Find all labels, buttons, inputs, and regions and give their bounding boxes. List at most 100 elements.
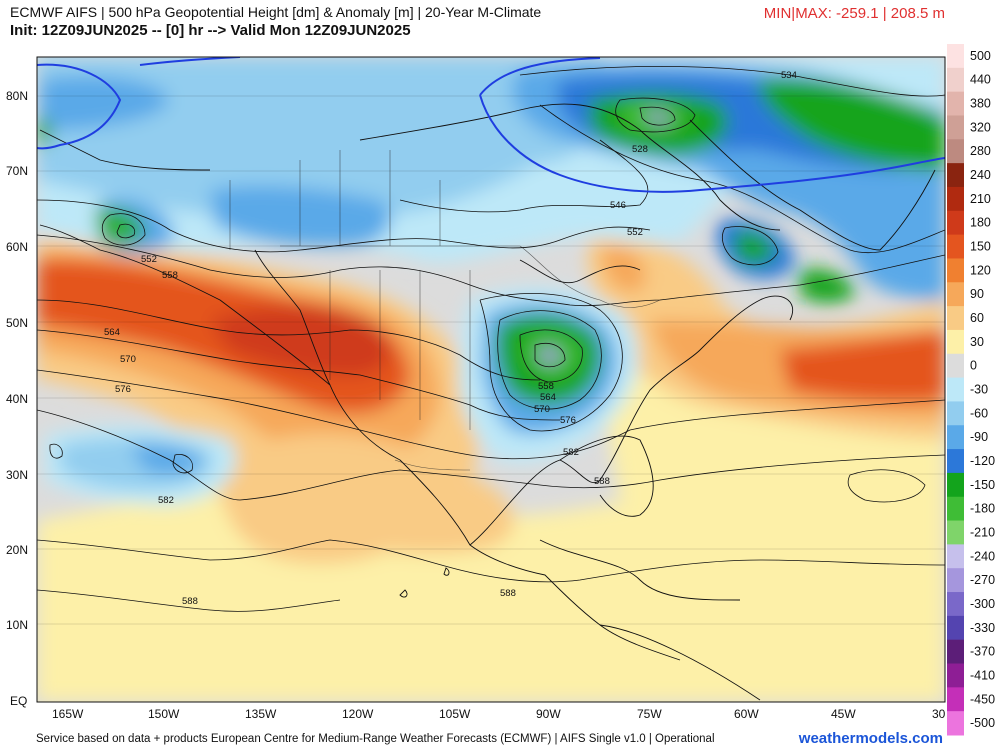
colorbar-swatch xyxy=(947,258,964,283)
colorbar-label: -370 xyxy=(970,645,995,659)
colorbar-swatch xyxy=(947,449,964,474)
colorbar-label: 280 xyxy=(970,144,991,158)
site-brand[interactable]: weathermodels.com xyxy=(798,730,943,747)
data-credit: Service based on data + products Europea… xyxy=(36,733,715,745)
colorbar-swatch xyxy=(947,711,964,736)
contour-label: 588 xyxy=(594,476,610,487)
colorbar-label: -500 xyxy=(970,716,995,730)
contour-label: 546 xyxy=(610,200,626,211)
contour-label: 552 xyxy=(141,254,157,265)
colorbar-label: 150 xyxy=(970,240,991,254)
lat-label: 60N xyxy=(6,240,28,254)
colorbar-swatch xyxy=(947,139,964,164)
colorbar-label: -150 xyxy=(970,478,995,492)
colorbar-swatch xyxy=(947,353,964,379)
colorbar-swatch xyxy=(947,615,964,641)
colorbar-label: -450 xyxy=(970,692,995,706)
map-title: ECMWF AIFS | 500 hPa Geopotential Height… xyxy=(10,4,542,20)
colorbar-label: 240 xyxy=(970,168,991,182)
lon-label: 135W xyxy=(245,707,277,721)
colorbar-swatch xyxy=(947,639,964,665)
colorbar-swatch xyxy=(947,67,964,93)
colorbar-label: -60 xyxy=(970,406,988,420)
colorbar-swatch xyxy=(947,663,964,688)
colorbar-swatch xyxy=(947,592,964,617)
colorbar-swatch xyxy=(947,306,964,331)
colorbar-swatch xyxy=(947,472,964,498)
colorbar-swatch xyxy=(947,377,964,402)
colorbar-label: 210 xyxy=(970,192,991,206)
coastlines xyxy=(39,103,936,701)
colorbar-label: 30 xyxy=(970,335,984,349)
lat-label: EQ xyxy=(10,694,27,708)
colorbar-label: -240 xyxy=(970,549,995,563)
colorbar-swatch xyxy=(947,329,964,355)
colorbar-swatch xyxy=(947,496,964,522)
colorbar-swatch xyxy=(947,163,964,188)
colorbar-swatch xyxy=(947,401,964,426)
colorbar-label: 440 xyxy=(970,73,991,87)
colorbar-swatch xyxy=(947,44,964,69)
lon-label: 105W xyxy=(439,707,471,721)
map-frame xyxy=(36,56,946,703)
contour-label: 576 xyxy=(115,384,131,395)
lat-label: 20N xyxy=(6,543,28,557)
colorbar-label: -300 xyxy=(970,597,995,611)
contour-label: 534 xyxy=(781,70,797,81)
colorbar-label: -30 xyxy=(970,383,988,397)
colorbar-label: -330 xyxy=(970,621,995,635)
lon-label: 60W xyxy=(734,707,759,721)
init-valid-time: Init: 12Z09JUN2025 -- [0] hr --> Valid M… xyxy=(10,22,411,39)
contour-label: 588 xyxy=(182,596,198,607)
longitude-labels: 165W 150W 135W 120W 105W 90W 75W 60W 45W… xyxy=(52,707,946,721)
min-max-readout: MIN|MAX: -259.1 | 208.5 m xyxy=(763,5,945,22)
lat-label: 30N xyxy=(6,468,28,482)
contour-label: 564 xyxy=(540,392,556,403)
colorbar-swatch xyxy=(947,687,964,712)
colorbar-label: -120 xyxy=(970,454,995,468)
colorbar-label: 60 xyxy=(970,311,984,325)
colorbar-label: -210 xyxy=(970,525,995,539)
colorbar-swatch xyxy=(947,91,964,116)
height-contours xyxy=(37,65,945,612)
colorbar: 500 440 380 320 280 240 210 180 150 120 90 60 30 0 -30… xyxy=(947,44,995,736)
contour-label: 528 xyxy=(632,144,648,155)
colorbar-swatch xyxy=(947,568,964,593)
contour-label: 582 xyxy=(158,495,174,506)
colorbar-swatch xyxy=(947,282,964,307)
lon-label: 120W xyxy=(342,707,374,721)
colorbar-label: 380 xyxy=(970,97,991,111)
lat-label: 50N xyxy=(6,316,28,330)
contour-label: 588 xyxy=(500,588,516,599)
colorbar-swatch xyxy=(947,520,964,545)
lat-label: 10N xyxy=(6,618,28,632)
colorbar-label: -270 xyxy=(970,573,995,587)
contour-label: 576 xyxy=(560,415,576,426)
contour-label: 558 xyxy=(162,270,178,281)
colorbar-swatch xyxy=(947,544,964,569)
lon-label: 45W xyxy=(831,707,856,721)
lon-label: 30 xyxy=(932,707,946,721)
colorbar-label: -90 xyxy=(970,430,988,444)
contour-label: 552 xyxy=(627,227,643,238)
colorbar-swatch xyxy=(947,234,964,259)
lat-label: 40N xyxy=(6,392,28,406)
latitude-labels: 80N 70N 60N 50N 40N 30N 20N 10N EQ xyxy=(6,89,28,708)
colorbar-swatch xyxy=(947,115,964,140)
reference-height-line xyxy=(37,57,945,193)
colorbar-label: 320 xyxy=(970,120,991,134)
lon-label: 165W xyxy=(52,707,84,721)
lon-label: 90W xyxy=(536,707,561,721)
lat-label: 80N xyxy=(6,89,28,103)
lon-label: 75W xyxy=(637,707,662,721)
contour-label: 558 xyxy=(538,381,554,392)
contour-label: 564 xyxy=(104,327,120,338)
colorbar-swatch xyxy=(947,186,964,212)
colorbar-label: -180 xyxy=(970,502,995,516)
colorbar-swatch xyxy=(947,210,964,236)
colorbar-label: 180 xyxy=(970,216,991,230)
colorbar-label: 120 xyxy=(970,263,991,277)
contour-label: 582 xyxy=(563,447,579,458)
contour-label: 570 xyxy=(534,404,550,415)
